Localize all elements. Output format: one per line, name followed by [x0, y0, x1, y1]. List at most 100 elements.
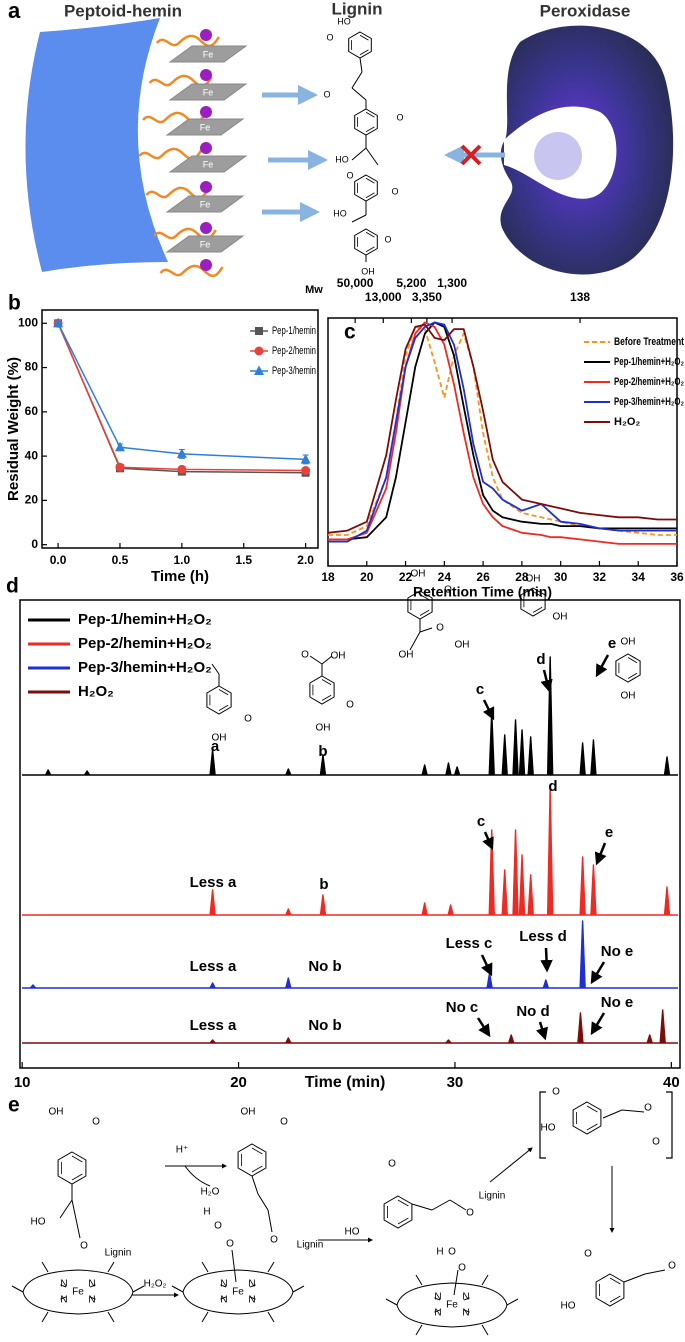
peak	[29, 984, 37, 989]
peak-annotation: Less d	[519, 928, 567, 945]
x-tick-label: 1.5	[235, 553, 252, 567]
atom-label: HO	[335, 154, 349, 164]
bond	[267, 1261, 275, 1273]
hemin-anchor	[200, 69, 212, 81]
fe-label: Fe	[203, 87, 214, 97]
peak	[501, 869, 508, 916]
bond	[41, 1261, 49, 1273]
bond	[60, 1296, 67, 1300]
peak	[421, 764, 428, 776]
bond	[453, 1269, 459, 1296]
x-tick-label: 40	[663, 1074, 680, 1091]
bond	[201, 1311, 209, 1323]
peak	[590, 739, 597, 776]
atom-label: O	[384, 234, 391, 244]
peak-annotation: d	[536, 651, 545, 668]
legend-marker	[255, 327, 263, 335]
bond	[251, 1175, 259, 1195]
ring	[309, 675, 335, 705]
atom-label: N	[434, 1292, 441, 1303]
atom-label: O	[391, 186, 398, 196]
legend-label: Pep-3/hemin+H₂O₂	[78, 659, 212, 676]
hemin-anchor	[200, 29, 212, 41]
double-bond	[627, 672, 638, 679]
bond	[415, 1324, 423, 1336]
atom-label: HO	[31, 1217, 46, 1228]
peak	[646, 1034, 653, 1044]
atom-label: N	[60, 1279, 67, 1290]
bond	[249, 1296, 256, 1300]
bond	[411, 1203, 433, 1211]
fe-label: Fe	[203, 49, 214, 59]
atom-label: N	[88, 1295, 95, 1306]
annotation-arrow	[595, 654, 610, 678]
peak	[488, 829, 495, 916]
top-tick-label: 13,000	[365, 290, 402, 304]
atom-label: O	[244, 714, 252, 725]
x-axis-label: Retention Time (min)	[413, 584, 552, 600]
ring	[57, 1151, 87, 1185]
peak-annotation: Less a	[190, 958, 237, 975]
bond	[351, 87, 367, 101]
bond	[41, 1311, 49, 1323]
bond	[309, 655, 323, 665]
atom-label: N	[60, 1295, 67, 1306]
peak	[285, 1037, 292, 1044]
ring	[206, 685, 232, 715]
title: Peroxidase	[540, 1, 631, 20]
x-axis-label: Time (min)	[305, 1074, 386, 1091]
y-axis-label: Residual Weight (%)	[5, 357, 22, 501]
panel-label: a	[8, 0, 21, 23]
x-tick-label: 32	[593, 570, 607, 584]
atom-label: O	[584, 1249, 592, 1260]
top-tick-label: 50,000	[337, 276, 374, 290]
atom-label: O	[466, 1208, 474, 1219]
atom-label: OH	[411, 569, 426, 580]
double-bond	[365, 192, 375, 199]
marker	[53, 317, 64, 328]
marker	[300, 453, 311, 464]
atom-label: HO	[561, 1301, 576, 1312]
atom-label: OH	[241, 1107, 256, 1118]
y-tick-label: 20	[25, 493, 39, 507]
peak	[663, 756, 671, 776]
peak	[445, 1039, 452, 1044]
bond	[602, 1109, 623, 1119]
arrow	[184, 1165, 211, 1187]
peak	[319, 754, 327, 776]
atom-label: O	[668, 1261, 676, 1272]
series-line	[328, 321, 677, 545]
peak	[209, 982, 216, 989]
marker	[176, 448, 187, 458]
bond	[434, 1309, 441, 1313]
bond	[220, 1296, 227, 1300]
double-bond	[251, 1165, 263, 1173]
bond	[211, 663, 220, 675]
ring	[348, 31, 372, 59]
peak-annotation: b	[318, 743, 327, 760]
bond	[644, 1269, 666, 1275]
peak	[579, 742, 586, 776]
legend-label: Pep-1/hemin+H₂O₂	[78, 611, 212, 628]
double-bond	[532, 606, 543, 613]
peak-annotation: Less a	[190, 1017, 237, 1034]
top-tick-label: 138	[570, 290, 590, 304]
bond	[359, 57, 363, 73]
atom-label: H₂O₂	[144, 1279, 167, 1290]
peak	[527, 874, 534, 916]
atom-label: O	[280, 1117, 288, 1128]
y-tick-label: 100	[18, 315, 38, 329]
peak-annotation: c	[477, 813, 485, 830]
atom-label: OH	[361, 266, 375, 276]
peak	[546, 786, 554, 916]
double-bond	[365, 246, 375, 253]
annotation-arrow	[540, 669, 553, 693]
x-tick-label: 20	[230, 1074, 247, 1091]
atom-label: O	[448, 1247, 456, 1258]
atom-label: H	[436, 1247, 443, 1258]
x-tick-label: 10	[14, 1074, 31, 1091]
atom-label: Fe	[446, 1300, 458, 1311]
atom-label: O	[214, 1221, 222, 1232]
peak	[518, 729, 526, 776]
peak	[663, 886, 671, 916]
